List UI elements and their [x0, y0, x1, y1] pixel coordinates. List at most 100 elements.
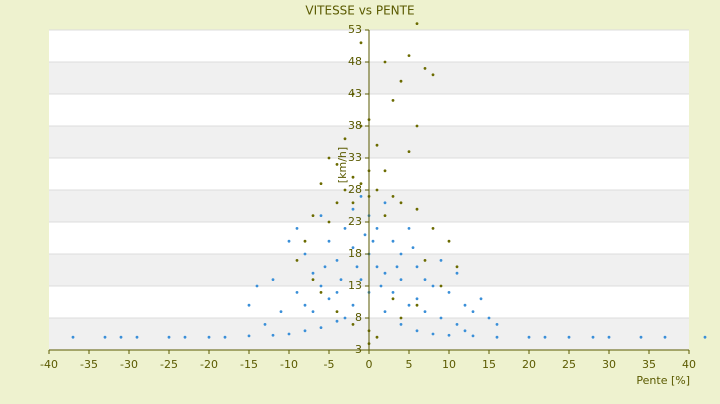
data-point — [303, 239, 307, 243]
data-point — [391, 195, 395, 198]
data-point — [351, 201, 355, 205]
data-point — [335, 259, 339, 262]
data-point — [375, 143, 379, 147]
data-point — [487, 316, 491, 320]
data-point — [311, 278, 315, 281]
data-point — [335, 291, 339, 294]
data-point — [463, 303, 467, 307]
x-tick-label: 0 — [366, 358, 373, 371]
data-point — [375, 188, 379, 192]
data-point — [407, 150, 411, 154]
data-point — [335, 310, 339, 313]
data-point — [295, 291, 299, 294]
y-tick-label: 23 — [348, 215, 362, 228]
data-point — [359, 195, 363, 198]
data-point — [375, 335, 379, 339]
data-point — [339, 278, 343, 281]
data-point — [167, 335, 171, 339]
data-point — [527, 335, 531, 339]
data-point — [119, 335, 123, 339]
data-point — [319, 291, 323, 294]
x-tick-label: -40 — [40, 358, 58, 371]
data-point — [263, 323, 267, 326]
x-tick-label: 30 — [602, 358, 616, 371]
data-point — [223, 335, 227, 339]
data-point — [407, 303, 411, 307]
x-tick-label: 10 — [442, 358, 456, 371]
data-point — [415, 124, 419, 128]
data-point — [319, 214, 323, 218]
data-point — [495, 323, 499, 326]
data-point — [543, 335, 547, 339]
data-point — [471, 310, 475, 313]
data-point — [335, 163, 339, 166]
data-point — [431, 284, 435, 288]
data-point — [407, 227, 411, 230]
data-point — [351, 175, 355, 179]
data-point — [447, 239, 451, 243]
data-point — [359, 182, 363, 186]
data-point — [411, 246, 415, 250]
data-point — [415, 207, 419, 211]
data-point — [607, 335, 611, 339]
data-point — [355, 265, 359, 269]
data-point — [663, 335, 667, 339]
chart-title: VITESSE vs PENTE — [305, 4, 414, 18]
y-tick-label: 28 — [348, 183, 362, 196]
data-point — [423, 310, 427, 313]
data-point — [351, 207, 355, 211]
data-point — [371, 239, 375, 243]
y-tick-label: 33 — [348, 151, 362, 164]
data-point — [391, 297, 395, 301]
data-point — [183, 335, 187, 339]
data-point — [207, 335, 211, 339]
data-point — [247, 303, 251, 307]
y-tick-label: 3 — [355, 343, 362, 356]
data-point — [415, 22, 419, 25]
data-point — [359, 278, 363, 281]
data-point — [399, 323, 403, 326]
y-tick-label: 43 — [348, 87, 362, 100]
data-point — [327, 239, 331, 243]
x-tick-label: 35 — [642, 358, 656, 371]
y-tick-label: 53 — [348, 23, 362, 36]
data-point — [703, 335, 707, 339]
data-point — [303, 252, 307, 256]
data-point — [279, 310, 283, 313]
data-point — [415, 265, 419, 269]
data-point — [399, 278, 403, 281]
data-point — [327, 156, 331, 160]
data-point — [311, 271, 315, 275]
data-point — [471, 334, 475, 338]
data-point — [287, 239, 291, 243]
data-point — [335, 319, 339, 323]
data-point — [351, 303, 355, 307]
data-point — [567, 335, 571, 339]
data-point — [319, 326, 323, 329]
data-point — [399, 316, 403, 320]
data-point — [383, 310, 387, 313]
data-point — [591, 335, 595, 339]
data-point — [407, 54, 411, 57]
data-point — [335, 201, 339, 205]
data-point — [247, 334, 251, 338]
data-point — [455, 323, 459, 326]
data-point — [479, 297, 483, 301]
data-point — [359, 41, 363, 45]
data-point — [383, 271, 387, 275]
x-axis-label: Pente [%] — [636, 374, 690, 387]
x-tick-label: -35 — [80, 358, 98, 371]
data-point — [399, 79, 403, 83]
data-point — [327, 297, 331, 301]
data-point — [399, 252, 403, 256]
data-point — [399, 201, 403, 205]
data-point — [415, 329, 419, 333]
data-point — [431, 227, 435, 230]
data-point — [319, 284, 323, 288]
x-tick-label: -20 — [200, 358, 218, 371]
data-point — [431, 73, 435, 77]
y-tick-label: 8 — [355, 311, 362, 324]
data-point — [295, 227, 299, 230]
y-tick-label: 38 — [348, 119, 362, 132]
